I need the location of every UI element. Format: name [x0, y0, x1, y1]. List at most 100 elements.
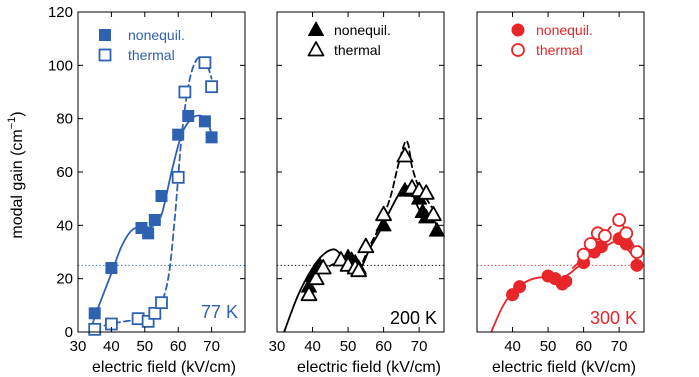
x-tick-label: 40: [103, 338, 120, 355]
x-tick-label: 70: [611, 338, 628, 355]
legend-marker: [307, 41, 325, 57]
data-point-thermal: [598, 229, 612, 243]
data-point-nonequil: [142, 227, 155, 240]
panel-200k-legend-marker-nonequil: [308, 21, 324, 36]
panel-77k-axis-ticks: 30 40 50 60 70 0 20 40 60 80 100 120: [48, 4, 245, 355]
y-tick-label: 80: [56, 111, 73, 128]
y-axis-label-close: ): [9, 111, 26, 116]
data-point-thermal: [583, 237, 598, 251]
x-tick-label: 30: [269, 338, 286, 355]
data-point-nonequil: [172, 128, 185, 141]
x-tick-label: 60: [375, 338, 392, 355]
panel-77k-legend-thermal: thermal: [128, 47, 175, 63]
data-point-nonequil: [375, 216, 392, 232]
panel-300k-legend-marker-thermal: [511, 43, 525, 57]
x-tick-label: 50: [340, 338, 357, 355]
y-tick-label: 0: [65, 324, 73, 341]
panel-300k-legend-nonequil: nonequil.: [536, 22, 593, 38]
data-point-thermal: [198, 56, 212, 70]
data-point-thermal: [178, 85, 192, 99]
y-tick-label: 60: [56, 164, 73, 181]
panel-200k-legend-marker-thermal: [307, 41, 325, 57]
panel-77k-x-axis-label: electric field (kV/cm): [92, 359, 236, 376]
panel-200k: 30 40 50 60 70 nonequil. thermal 200 K elect…: [269, 11, 445, 376]
panel-300k-legend: nonequil. thermal: [511, 22, 593, 58]
y-axis-label-superscript: −1: [6, 117, 18, 130]
panel-300k-x-axis-label: electric field (kV/cm): [492, 359, 636, 376]
data-point-thermal: [629, 245, 644, 259]
panel-200k-axis-ticks: 30 40 50 60 70: [269, 11, 444, 355]
panel-77k: 30 40 50 60 70 0 20 40 60 80 100 120 nonequil. ther…: [48, 4, 246, 376]
data-point-nonequil: [513, 280, 527, 294]
legend-marker: [99, 29, 111, 41]
x-tick-label: 40: [304, 338, 321, 355]
x-tick-label: 30: [70, 338, 87, 355]
x-tick-label: 50: [136, 338, 153, 355]
data-point-nonequil: [148, 214, 161, 226]
panel-300k-temperature: 300 K: [590, 308, 637, 328]
legend-marker: [511, 43, 525, 57]
panel-200k-legend-thermal: thermal: [334, 42, 381, 58]
data-point-thermal: [357, 237, 375, 254]
data-point-thermal: [148, 306, 162, 320]
panel-77k-legend-nonequil: nonequil.: [128, 27, 185, 43]
panel-77k-plot-area: [78, 56, 245, 336]
data-point-nonequil: [105, 262, 118, 274]
panel-200k-plot-area: [277, 139, 445, 332]
data-point-thermal: [141, 314, 155, 328]
x-tick-label: 60: [170, 338, 187, 355]
data-point-thermal: [350, 261, 368, 278]
panel-200k-fit-curves: [283, 139, 438, 332]
panel-300k-data-markers: [506, 213, 644, 302]
panel-200k-x-axis-label: electric field (kV/cm): [297, 359, 441, 376]
panel-200k-data-markers: [300, 147, 445, 302]
panel-77k-temperature: 77 K: [201, 302, 238, 322]
data-point-thermal: [612, 213, 627, 227]
data-point-thermal: [171, 170, 185, 184]
legend-marker: [308, 21, 324, 36]
panel-77k-legend-marker-nonequil: [99, 29, 111, 41]
legend-marker: [98, 48, 112, 62]
panel-300k-legend-thermal: thermal: [536, 42, 583, 58]
x-tick-label: 40: [504, 338, 521, 355]
data-point-thermal: [155, 296, 168, 310]
data-point-nonequil: [198, 115, 211, 128]
data-point-nonequil: [155, 190, 168, 202]
y-tick-label: 20: [56, 271, 73, 288]
x-tick-label: 70: [203, 338, 220, 355]
data-point-thermal: [424, 205, 442, 222]
y-axis-label-main: modal gain (cm: [9, 129, 26, 238]
data-point-nonequil: [559, 274, 573, 288]
x-tick-label: 70: [411, 338, 428, 355]
data-point-nonequil: [428, 222, 445, 237]
panel-300k-legend-marker-nonequil: [511, 23, 525, 37]
panel-77k-legend: nonequil. thermal: [98, 27, 185, 63]
panel-300k: 40 50 60 70 nonequil. thermal 300 K electri…: [476, 11, 645, 376]
y-tick-label: 120: [48, 4, 73, 21]
fit-curve-thermal: [93, 56, 213, 329]
y-tick-label: 100: [48, 57, 73, 74]
data-point-nonequil: [630, 258, 644, 272]
panel-300k-axis-ticks: 40 50 60 70: [477, 11, 644, 355]
data-point-nonequil: [205, 131, 218, 144]
data-point-thermal: [205, 80, 219, 94]
data-point-thermal: [88, 322, 102, 336]
data-point-thermal: [314, 259, 332, 275]
data-point-thermal: [396, 147, 414, 163]
data-point-thermal: [619, 226, 634, 241]
data-point-thermal: [307, 269, 325, 286]
legend-marker: [511, 23, 525, 37]
panel-200k-legend: nonequil. thermal: [307, 21, 391, 58]
panel-200k-frame: [276, 11, 445, 333]
y-tick-label: 40: [56, 217, 73, 234]
panel-77k-legend-marker-thermal: [98, 48, 112, 62]
data-point-thermal: [300, 285, 318, 302]
panel-200k-legend-nonequil: nonequil.: [334, 22, 391, 38]
panel-200k-temperature: 200 K: [390, 308, 437, 328]
data-point-nonequil: [88, 307, 101, 320]
panel-77k-data-markers: [88, 56, 219, 336]
data-point-thermal: [375, 205, 392, 222]
data-point-thermal: [576, 247, 591, 262]
panel-77k-fit-curves: [88, 56, 213, 332]
